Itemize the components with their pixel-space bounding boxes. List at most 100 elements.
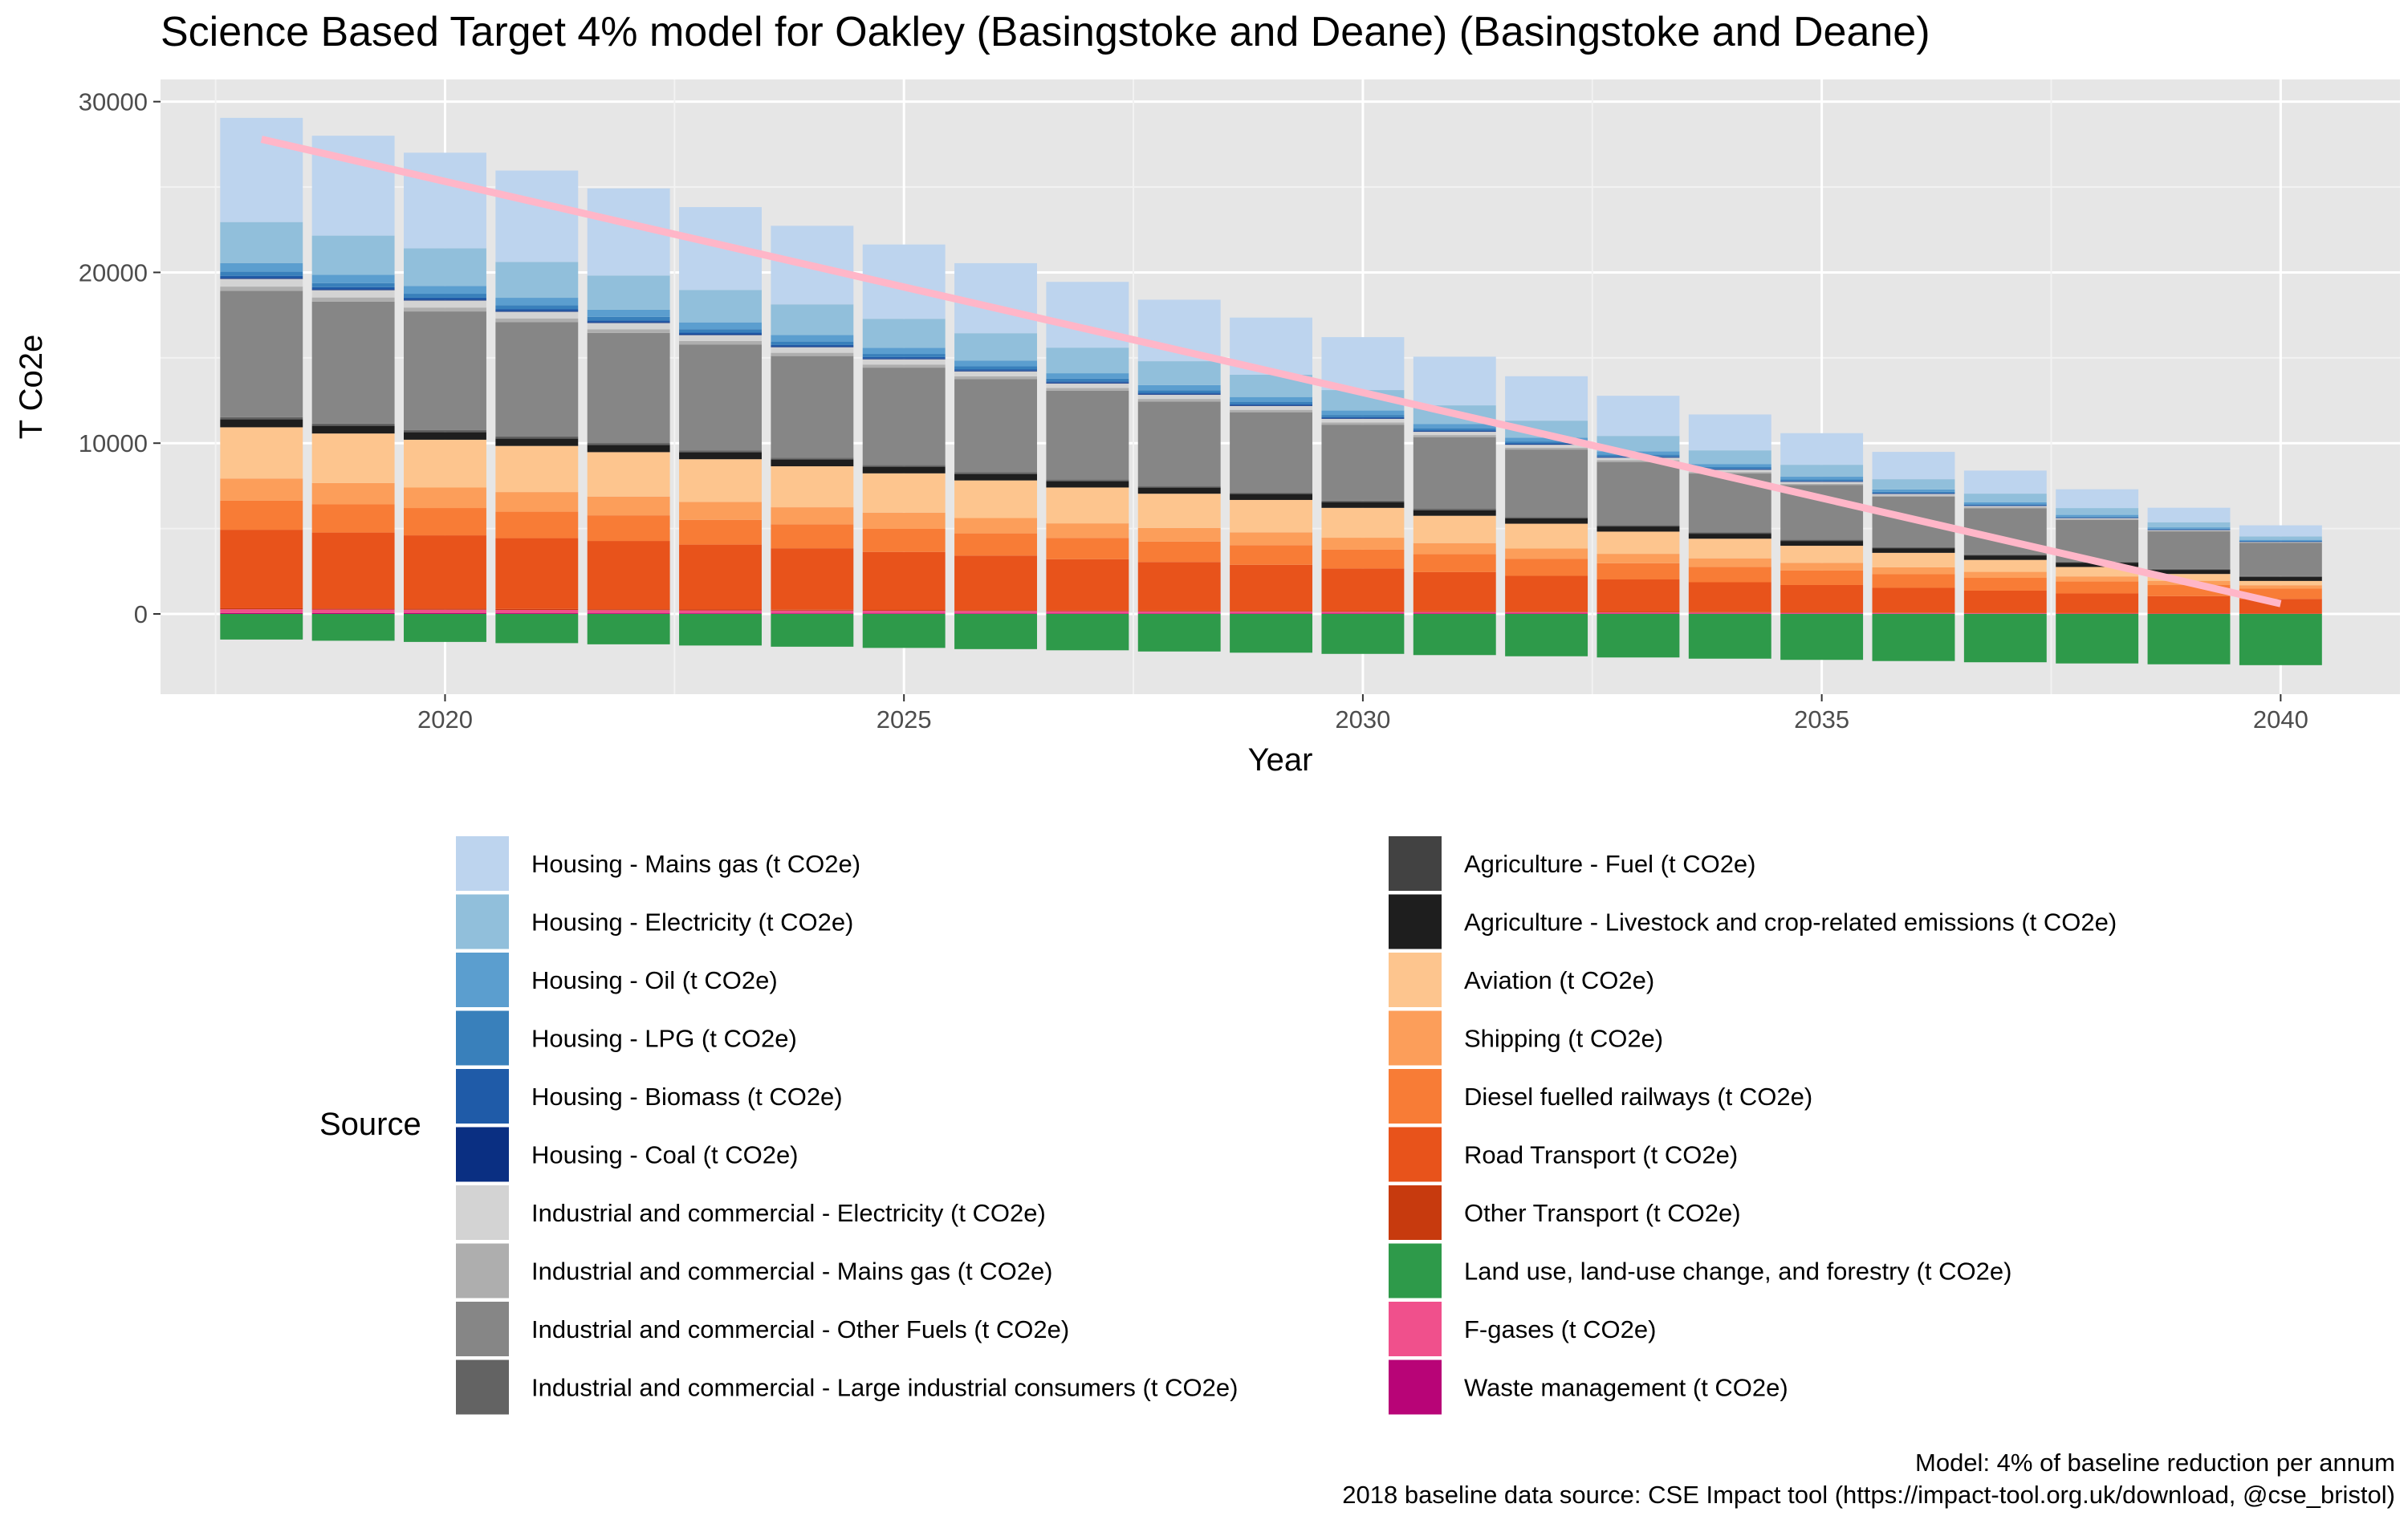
legend-item: Industrial and commercial - Large indust… [456,1359,1238,1415]
bar-segment [679,609,762,611]
bar-segment [220,278,303,287]
x-axis-title: Year [1248,742,1313,778]
bar-segment [954,333,1037,361]
bar-segment [954,555,1037,611]
bar-segment [1321,415,1405,417]
y-tick-label: 0 [134,600,148,628]
bar-segment [311,301,395,424]
bar-segment [1046,479,1129,481]
bar-segment [404,608,486,610]
bar-segment [1963,507,2047,509]
bar-segment [404,311,486,430]
bar-segment [1688,469,1771,470]
bar-segment [495,437,579,439]
caption-line: Model: 4% of baseline reduction per annu… [1915,1449,2395,1477]
legend-key [456,1010,509,1066]
bar-segment [771,347,854,353]
bar-segment [1321,568,1405,612]
bar-segment [1963,559,2047,572]
bar-segment [954,472,1037,473]
bar-segment [1963,612,2047,614]
bar-segment [404,248,486,287]
bar-segment [954,366,1037,370]
bar-segment [311,297,395,302]
bar-segment [1780,541,1864,547]
bar-stack-2025 [862,244,946,648]
legend-item: Housing - Mains gas (t CO2e) [456,836,860,891]
bar-segment [587,322,670,323]
bar-segment [1321,425,1405,501]
legend-key [1389,953,1442,1007]
bar-segment [1046,559,1129,611]
bar-segment [495,608,579,611]
legend-key [456,1243,509,1298]
bar-segment [587,275,670,310]
legend-key [456,894,509,949]
legend-item: Housing - Electricity (t CO2e) [456,894,853,949]
bar-segment [1872,452,1955,480]
bar-segment [1321,417,1405,419]
bar-segment [1413,356,1496,406]
bar-segment [679,340,762,345]
bar-segment [1505,445,1588,448]
bar-segment [1872,613,1955,615]
bar-segment [2147,507,2231,522]
bar-segment [1046,481,1129,488]
legend-label: Land use, land-use change, and forestry … [1464,1258,2011,1286]
bar-segment [1688,472,1771,474]
bar-stack-2035 [1780,433,1864,660]
bar-stack-2018 [220,117,303,640]
bar-segment [2147,528,2231,530]
bar-segment [862,466,946,473]
bar-segment [220,287,303,291]
legend-label: Housing - Biomass (t CO2e) [531,1083,843,1111]
bar-segment [1046,381,1129,383]
bar-segment [404,431,486,433]
bar-segment [404,432,486,440]
bar-segment [1046,613,1129,651]
bar-segment [1321,612,1405,614]
bar-segment [1872,494,1955,496]
bar-segment [1137,610,1221,612]
bar-segment [771,548,854,610]
bar-segment [1780,612,1864,614]
bar-segment [1688,613,1771,615]
bar-segment [1321,502,1405,508]
bar-segment [2239,525,2322,537]
bar-segment [954,360,1037,367]
bar-segment [404,294,486,298]
bar-segment [771,524,854,549]
bar-segment [2147,574,2231,581]
bar-segment [1230,611,1313,612]
caption-line: 2018 baseline data source: CSE Impact to… [1342,1481,2395,1509]
bar-segment [2056,518,2139,520]
legend-title: Source [319,1107,421,1142]
legend-item: Industrial and commercial - Other Fuels … [456,1302,1069,1356]
bar-segment [2239,542,2322,543]
bar-segment [587,309,670,317]
bar-segment [862,359,946,365]
bar-segment [495,437,579,438]
legend-item: Agriculture - Livestock and crop-related… [1389,894,2117,949]
bar-segment [1505,518,1588,524]
y-axis-title: T Co2e [14,335,49,439]
bar-segment [220,117,303,222]
bar-segment [220,221,303,263]
bar-segment [495,438,579,446]
bar-segment [220,271,303,276]
bar-segment [1780,584,1864,613]
legend-label: Industrial and commercial - Other Fuels … [531,1315,1069,1343]
bar-segment [1688,532,1771,534]
bar-segment [1963,590,2047,613]
x-tick-label: 2020 [417,705,473,734]
bar-stack-2024 [771,226,854,647]
bar-segment [1872,612,1955,613]
bar-segment [404,152,486,249]
bar-segment [2056,613,2139,664]
bar-segment [311,482,395,505]
bar-segment [954,610,1037,612]
bar-segment [1413,613,1496,656]
bar-segment [1413,571,1496,612]
bar-segment [1963,506,2047,508]
